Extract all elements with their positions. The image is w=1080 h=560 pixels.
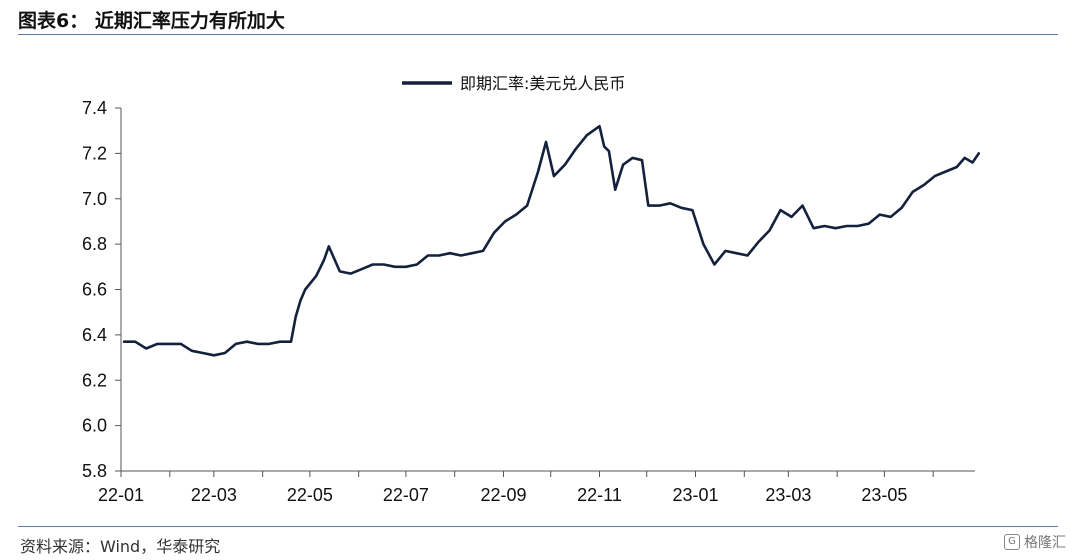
x-tick-label: 22-07: [383, 485, 429, 505]
source-note: 资料来源：Wind，华泰研究: [20, 537, 221, 556]
y-tick-label: 6.6: [82, 280, 107, 300]
watermark-text: 格隆汇: [1024, 535, 1066, 551]
bottom-divider: [18, 526, 1058, 527]
watermark-logo-icon: G: [1004, 534, 1020, 550]
y-tick-label: 7.2: [82, 143, 107, 163]
x-tick-label: 23-01: [672, 485, 718, 505]
series-line: [122, 124, 981, 357]
top-divider: [18, 34, 1058, 35]
axes: [115, 107, 975, 477]
chart-title: 图表6： 近期汇率压力有所加大: [18, 10, 285, 32]
x-tick-label: 22-01: [98, 485, 144, 505]
y-tick-label: 7.0: [82, 189, 107, 209]
y-tick-label: 6.8: [82, 234, 107, 254]
x-tick-label: 23-03: [765, 485, 811, 505]
legend: 即期汇率:美元兑人民币: [402, 74, 625, 93]
line-chart: 即期汇率:美元兑人民币 5.86.06.26.46.66.87.07.27.4 …: [82, 74, 981, 505]
series-layer: [122, 124, 981, 357]
x-tick-label: 22-11: [577, 485, 622, 505]
x-tick-label: 22-03: [191, 485, 237, 505]
watermark: G 格隆汇: [1004, 532, 1066, 552]
legend-label: 即期汇率:美元兑人民币: [460, 74, 625, 93]
x-tick-label: 22-05: [287, 485, 333, 505]
y-tick-label: 6.0: [82, 416, 107, 436]
x-tick-labels: 22-01 22-03 22-05 22-07 22-09 22-11 23-01 23-03…: [98, 485, 907, 505]
x-tick-label: 22-09: [480, 485, 526, 505]
y-tick-label: 6.4: [82, 325, 107, 345]
y-tick-labels: 5.8 6.0 6.2 6.4 6.6 6.8 7.0 7.2 7.4: [82, 98, 107, 481]
x-tick-label: 23-05: [861, 485, 907, 505]
y-tick-label: 7.4: [82, 98, 107, 118]
y-tick-label: 5.8: [82, 461, 107, 481]
y-tick-label: 6.2: [82, 370, 107, 390]
